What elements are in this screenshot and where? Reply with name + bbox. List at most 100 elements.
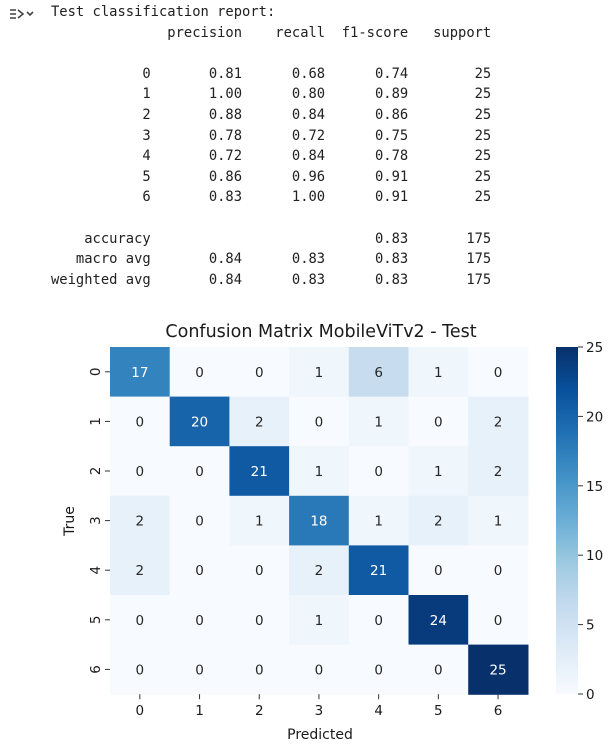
x-tick-label: 5	[434, 703, 443, 719]
heatmap-cell	[110, 446, 171, 497]
heatmap-cell	[468, 347, 529, 398]
heatmap-cell	[289, 396, 350, 447]
y-tick-label: 4	[88, 566, 104, 575]
report-line: 6 0.83 1.00 0.91 25	[51, 189, 492, 206]
cell-value: 2	[494, 414, 503, 430]
cell-value: 0	[255, 563, 264, 579]
heatmap-cell	[289, 545, 350, 596]
heatmap-cell	[169, 595, 230, 646]
x-tick-label: 2	[255, 703, 264, 719]
cell-value: 18	[310, 514, 327, 530]
heatmap-cell	[110, 396, 171, 447]
y-tick-label: 0	[88, 368, 104, 377]
cell-value: 0	[136, 613, 145, 629]
heatmap-cell	[110, 347, 171, 398]
heatmap-cell	[348, 644, 410, 695]
heatmap-cell	[468, 446, 529, 497]
heatmap-cell	[408, 347, 469, 398]
colorbar-tick-label: 15	[586, 479, 603, 495]
heatmap-cell	[229, 595, 290, 646]
cell-value: 0	[494, 365, 503, 381]
heatmap-cell	[110, 495, 171, 546]
cell-value: 0	[434, 662, 443, 678]
cell-value: 1	[315, 365, 324, 381]
y-tick-label: 6	[88, 665, 104, 674]
heatmap-cell	[289, 446, 350, 497]
x-tick-label: 3	[315, 703, 324, 719]
y-tick-label: 3	[88, 516, 104, 525]
heatmap-cell	[408, 595, 469, 646]
x-tick-label: 0	[136, 703, 145, 719]
output-expand-icon[interactable]	[8, 6, 36, 22]
cell-value: 17	[131, 365, 148, 381]
heatmap-cell	[468, 644, 529, 695]
heatmap-cell	[229, 347, 290, 398]
classification-report: Test classification report: precision re…	[51, 2, 491, 290]
heatmap-cell	[289, 495, 350, 546]
heatmap-cell	[169, 396, 230, 447]
cell-value: 0	[255, 365, 264, 381]
cell-value: 0	[494, 563, 503, 579]
heatmap-cell	[169, 495, 230, 546]
heatmap-cell	[110, 545, 171, 596]
cell-value: 0	[374, 613, 383, 629]
report-line: 2 0.88 0.84 0.86 25	[51, 106, 492, 123]
cell-value: 0	[374, 662, 383, 678]
cell-value: 0	[195, 613, 204, 629]
cell-value: 2	[434, 514, 443, 530]
cell-value: 0	[255, 613, 264, 629]
cell-value: 2	[494, 464, 503, 480]
report-line: 0 0.81 0.68 0.74 25	[51, 65, 492, 82]
heatmap-cell	[348, 446, 410, 497]
heatmap-cell	[289, 644, 350, 695]
y-axis-label: True	[62, 506, 78, 537]
report-line: accuracy 0.83 175	[51, 230, 492, 247]
report-line: 5 0.86 0.96 0.91 25	[51, 168, 492, 185]
cell-value: 0	[195, 662, 204, 678]
report-line: 1 1.00 0.80 0.89 25	[51, 86, 492, 103]
heatmap-cell	[169, 644, 230, 695]
x-tick-label: 4	[374, 703, 383, 719]
heatmap-cell	[348, 495, 410, 546]
cell-value: 0	[434, 414, 443, 430]
heatmap-cell	[110, 644, 171, 695]
cell-value: 2	[315, 563, 324, 579]
colorbar-tick-label: 25	[586, 340, 603, 356]
y-tick-label: 5	[88, 616, 104, 625]
heatmap-cell	[468, 396, 529, 447]
cell-value: 6	[374, 365, 383, 381]
cell-value: 1	[255, 514, 264, 530]
heatmap-cell	[229, 396, 290, 447]
heatmap-cell	[408, 644, 469, 695]
heatmap-cell	[229, 644, 290, 695]
cell-value: 0	[136, 662, 145, 678]
heatmap-cell	[408, 545, 469, 596]
cell-value: 20	[191, 414, 208, 430]
chart-title: Confusion Matrix MobileViTv2 - Test	[165, 322, 476, 342]
heatmap-cell	[468, 545, 529, 596]
colorbar-tick-label: 10	[586, 548, 603, 564]
heatmap-cell	[229, 495, 290, 546]
x-axis-label: Predicted	[287, 727, 353, 743]
heatmap-cell	[408, 495, 469, 546]
cell-value: 0	[255, 662, 264, 678]
colorbar-tick-label: 5	[586, 618, 595, 634]
cell-value: 0	[494, 613, 503, 629]
cell-value: 21	[370, 563, 387, 579]
x-tick-label: 1	[195, 703, 204, 719]
heatmap-cell	[468, 595, 529, 646]
colorbar-tick-label: 20	[586, 409, 603, 425]
heatmap-cell	[169, 347, 230, 398]
cell-value: 2	[255, 414, 264, 430]
report-line: precision recall f1-score support	[51, 24, 492, 41]
cell-value: 0	[374, 464, 383, 480]
report-line: 4 0.72 0.84 0.78 25	[51, 148, 492, 165]
report-line: macro avg 0.84 0.83 0.83 175	[51, 251, 492, 268]
cell-value: 1	[315, 613, 324, 629]
heatmap-cell	[169, 545, 230, 596]
report-line: Test classification report:	[51, 4, 276, 20]
x-tick-label: 6	[494, 703, 503, 719]
cell-value: 2	[136, 514, 145, 530]
cell-value: 0	[315, 662, 324, 678]
cell-value: 1	[315, 464, 324, 480]
